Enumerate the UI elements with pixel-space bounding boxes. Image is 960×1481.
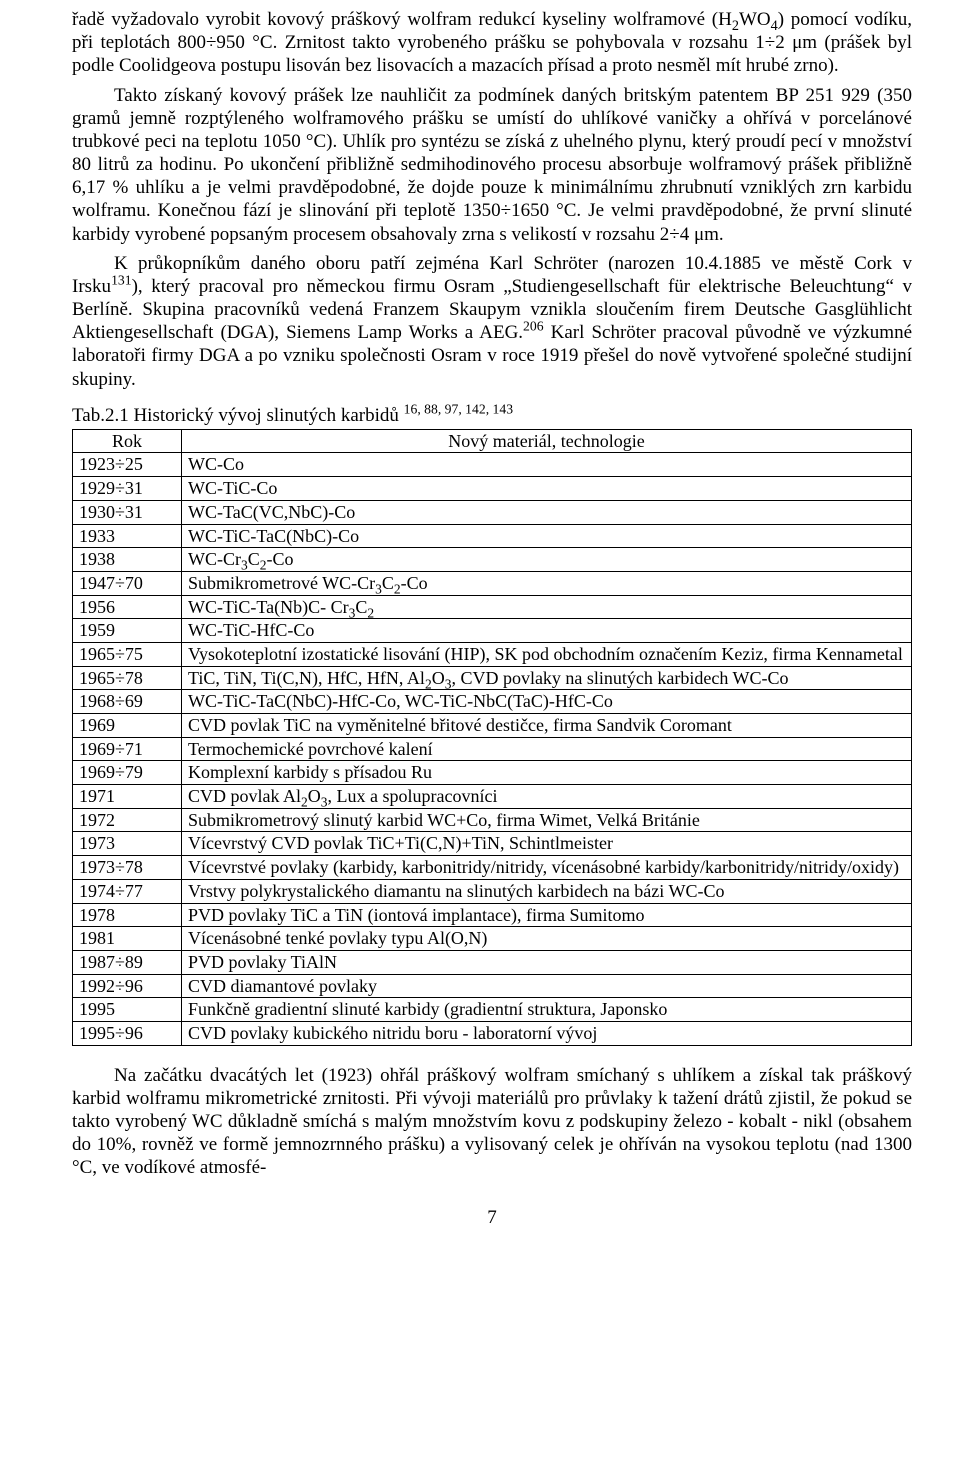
table-cell-tech: WC-Co bbox=[182, 453, 912, 477]
table-row: 1929÷31WC-TiC-Co bbox=[73, 477, 912, 501]
table-cell-year: 1973 bbox=[73, 832, 182, 856]
table-cell-year: 1959 bbox=[73, 619, 182, 643]
paragraph-4: Na začátku dvacátých let (1923) ohřál pr… bbox=[72, 1064, 912, 1180]
table-row: 1969÷79Komplexní karbidy s přísadou Ru bbox=[73, 761, 912, 785]
table-cell-tech: Vícevrstvý CVD povlak TiC+Ti(C,N)+TiN, S… bbox=[182, 832, 912, 856]
table-cell-tech: Termochemické povrchové kalení bbox=[182, 737, 912, 761]
table-row: 1956WC-TiC-Ta(Nb)C- Cr3C2 bbox=[73, 595, 912, 619]
table-row: 1968÷69WC-TiC-TaC(NbC)-HfC-Co, WC-TiC-Nb… bbox=[73, 690, 912, 714]
table-cell-year: 1973÷78 bbox=[73, 856, 182, 880]
table-cell-tech: WC-TiC-Ta(Nb)C- Cr3C2 bbox=[182, 595, 912, 619]
table-cell-tech: WC-TiC-TaC(NbC)-HfC-Co, WC-TiC-NbC(TaC)-… bbox=[182, 690, 912, 714]
table-cell-year: 1930÷31 bbox=[73, 500, 182, 524]
superscript-ref: 131 bbox=[111, 273, 132, 288]
table-row: 1947÷70Submikrometrové WC-Cr3C2-Co bbox=[73, 571, 912, 595]
table-cell-tech: CVD diamantové povlaky bbox=[182, 974, 912, 998]
table-cell-tech: TiC, TiN, Ti(C,N), HfC, HfN, Al2O3, CVD … bbox=[182, 666, 912, 690]
table-row: 1959WC-TiC-HfC-Co bbox=[73, 619, 912, 643]
table-caption: Tab.2.1 Historický vývoj slinutých karbi… bbox=[72, 405, 912, 427]
table-cell-year: 1974÷77 bbox=[73, 879, 182, 903]
table-cell-year: 1947÷70 bbox=[73, 571, 182, 595]
table-cell-tech: WC-Cr3C2-Co bbox=[182, 548, 912, 572]
page-number: 7 bbox=[72, 1207, 912, 1229]
table-cell-tech: WC-TiC-TaC(NbC)-Co bbox=[182, 524, 912, 548]
table-row: 1965÷78TiC, TiN, Ti(C,N), HfC, HfN, Al2O… bbox=[73, 666, 912, 690]
table-cell-year: 1968÷69 bbox=[73, 690, 182, 714]
table-cell-year: 1995÷96 bbox=[73, 1021, 182, 1045]
table-row: 1995÷96CVD povlaky kubického nitridu bor… bbox=[73, 1021, 912, 1045]
table-row: 1973÷78Vícevrstvé povlaky (karbidy, karb… bbox=[73, 856, 912, 880]
table-cell-year: 1923÷25 bbox=[73, 453, 182, 477]
table-row: 1987÷89PVD povlaky TiAlN bbox=[73, 950, 912, 974]
table-row: 1995Funkčně gradientní slinuté karbidy (… bbox=[73, 998, 912, 1022]
table-cell-tech: Vícevrstvé povlaky (karbidy, karbonitrid… bbox=[182, 856, 912, 880]
table-cell-tech: Komplexní karbidy s přísadou Ru bbox=[182, 761, 912, 785]
table-row: 1974÷77Vrstvy polykrystalického diamantu… bbox=[73, 879, 912, 903]
table-cell-tech: Submikrometrové WC-Cr3C2-Co bbox=[182, 571, 912, 595]
table-cell-year: 1971 bbox=[73, 785, 182, 809]
history-table-body: 1923÷25WC-Co1929÷31WC-TiC-Co1930÷31WC-Ta… bbox=[73, 453, 912, 1045]
caption-text: Tab.2.1 Historický vývoj slinutých karbi… bbox=[72, 405, 404, 426]
paragraph-3: K průkopníkům daného oboru patří zejména… bbox=[72, 252, 912, 391]
table-cell-year: 1929÷31 bbox=[73, 477, 182, 501]
table-cell-year: 1965÷75 bbox=[73, 642, 182, 666]
table-row: 1923÷25WC-Co bbox=[73, 453, 912, 477]
table-cell-year: 1938 bbox=[73, 548, 182, 572]
table-cell-tech: Vysokoteplotní izostatické lisování (HIP… bbox=[182, 642, 912, 666]
document-page: řadě vyžadovalo vyrobit kovový práškový … bbox=[0, 0, 960, 1261]
table-cell-tech: PVD povlaky TiC a TiN (iontová implantac… bbox=[182, 903, 912, 927]
table-row: 1930÷31WC-TaC(VC,NbC)-Co bbox=[73, 500, 912, 524]
table-cell-tech: WC-TaC(VC,NbC)-Co bbox=[182, 500, 912, 524]
table-cell-year: 1969÷79 bbox=[73, 761, 182, 785]
table-cell-year: 1933 bbox=[73, 524, 182, 548]
table-cell-tech: Funkčně gradientní slinuté karbidy (grad… bbox=[182, 998, 912, 1022]
table-cell-tech: CVD povlak TiC na vyměnitelné břitové de… bbox=[182, 714, 912, 738]
superscript-ref: 206 bbox=[523, 319, 544, 334]
table-cell-tech: Vícenásobné tenké povlaky typu Al(O,N) bbox=[182, 927, 912, 951]
table-row: 1972Submikrometrový slinutý karbid WC+Co… bbox=[73, 808, 912, 832]
table-header-tech: Nový materiál, technologie bbox=[182, 429, 912, 453]
table-cell-year: 1965÷78 bbox=[73, 666, 182, 690]
table-cell-year: 1969÷71 bbox=[73, 737, 182, 761]
table-cell-year: 1995 bbox=[73, 998, 182, 1022]
text-run: řadě vyžadovalo vyrobit kovový práškový … bbox=[72, 9, 732, 30]
table-cell-year: 1978 bbox=[73, 903, 182, 927]
table-row: 1965÷75Vysokoteplotní izostatické lisová… bbox=[73, 642, 912, 666]
superscript-ref: 16, 88, 97, 142, 143 bbox=[404, 401, 513, 416]
text-run: WO bbox=[739, 9, 771, 30]
table-cell-tech: WC-TiC-HfC-Co bbox=[182, 619, 912, 643]
table-row: 1969÷71Termochemické povrchové kalení bbox=[73, 737, 912, 761]
table-row: 1971CVD povlak Al2O3, Lux a spolupracovn… bbox=[73, 785, 912, 809]
table-header-row: Rok Nový materiál, technologie bbox=[73, 429, 912, 453]
table-row: 1933WC-TiC-TaC(NbC)-Co bbox=[73, 524, 912, 548]
table-cell-tech: CVD povlaky kubického nitridu boru - lab… bbox=[182, 1021, 912, 1045]
table-cell-tech: Submikrometrový slinutý karbid WC+Co, fi… bbox=[182, 808, 912, 832]
table-cell-year: 1981 bbox=[73, 927, 182, 951]
table-cell-tech: WC-TiC-Co bbox=[182, 477, 912, 501]
table-row: 1938WC-Cr3C2-Co bbox=[73, 548, 912, 572]
table-cell-tech: Vrstvy polykrystalického diamantu na sli… bbox=[182, 879, 912, 903]
table-cell-tech: PVD povlaky TiAlN bbox=[182, 950, 912, 974]
table-cell-year: 1972 bbox=[73, 808, 182, 832]
table-row: 1969CVD povlak TiC na vyměnitelné břitov… bbox=[73, 714, 912, 738]
table-cell-year: 1992÷96 bbox=[73, 974, 182, 998]
paragraph-1: řadě vyžadovalo vyrobit kovový práškový … bbox=[72, 8, 912, 78]
history-table: Rok Nový materiál, technologie 1923÷25WC… bbox=[72, 429, 912, 1046]
paragraph-2: Takto získaný kovový prášek lze nauhliči… bbox=[72, 84, 912, 246]
table-row: 1973Vícevrstvý CVD povlak TiC+Ti(C,N)+Ti… bbox=[73, 832, 912, 856]
table-cell-tech: CVD povlak Al2O3, Lux a spolupracovníci bbox=[182, 785, 912, 809]
table-row: 1981Vícenásobné tenké povlaky typu Al(O,… bbox=[73, 927, 912, 951]
table-cell-year: 1969 bbox=[73, 714, 182, 738]
table-cell-year: 1956 bbox=[73, 595, 182, 619]
table-row: 1992÷96CVD diamantové povlaky bbox=[73, 974, 912, 998]
table-cell-year: 1987÷89 bbox=[73, 950, 182, 974]
table-header-year: Rok bbox=[73, 429, 182, 453]
table-row: 1978PVD povlaky TiC a TiN (iontová impla… bbox=[73, 903, 912, 927]
